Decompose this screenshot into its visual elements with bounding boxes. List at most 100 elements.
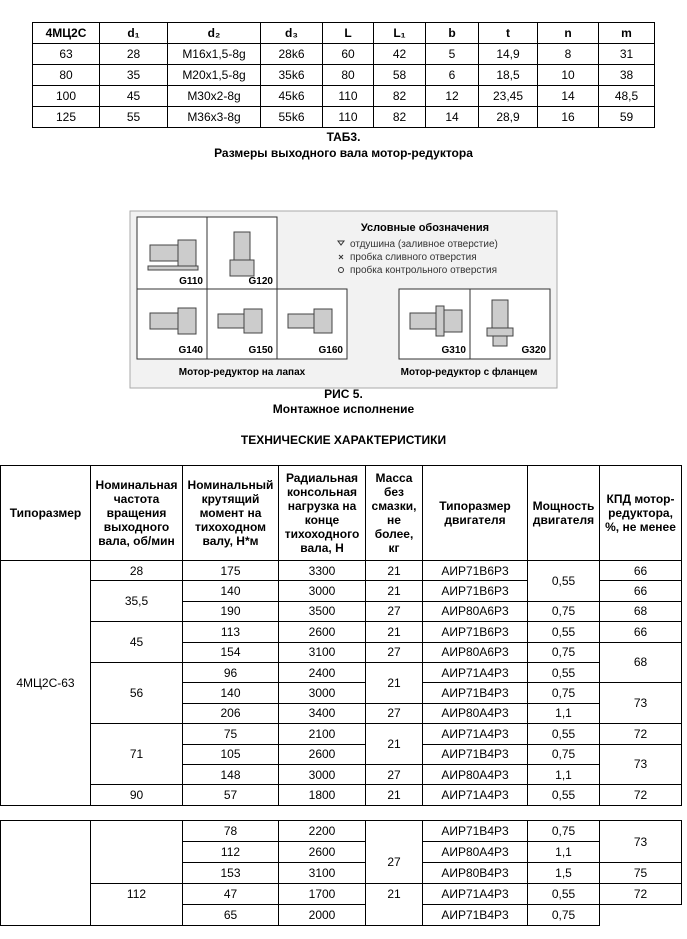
figure-shape: G110 G120 G140 G150 G160 G310 G320 xyxy=(179,276,547,356)
gearmotor-icons xyxy=(147,231,514,347)
table-row: 35,5 140 3000 21 АИР71В6Р3 66 xyxy=(1,580,682,623)
table-row: 140 3000 АИР71В4Р3 0,75 73 xyxy=(1,682,682,725)
table-cell: M16x1,5-8g xyxy=(167,43,261,65)
figure-shape xyxy=(149,312,179,330)
table-cell: 90 xyxy=(90,784,183,806)
figure-shape xyxy=(287,313,315,329)
table-cell: 153 xyxy=(182,862,279,884)
table-row: 148 3000 27 АИР80А4Р3 1,1 xyxy=(1,763,682,786)
table-row: 63 28 M16x1,5-8g 28k6 60 42 5 14,9 8 31 xyxy=(32,43,655,65)
table-cell: АИР80А6Р3 xyxy=(422,600,528,623)
table-cell: 0,75 xyxy=(527,820,600,842)
table-cell: 190 xyxy=(182,600,279,623)
table-cell: 140 xyxy=(182,580,279,602)
header-cell: Номинальная частота вращения выходного в… xyxy=(90,465,183,561)
table-cell: 175 xyxy=(182,559,279,582)
header-cell: Мощность двигателя xyxy=(527,465,600,561)
header-cell: Типоразмер xyxy=(0,465,91,561)
figure-shape xyxy=(443,309,463,333)
table-cell: 0,55 xyxy=(527,784,600,806)
table-cell: 57 xyxy=(182,784,279,806)
figure-shape: отдушина (заливное отверстие) пробка сли… xyxy=(350,239,498,276)
table-cell: АИР80В4Р3 xyxy=(422,862,528,884)
table-cell: 0,75 xyxy=(527,682,600,704)
table-cell: 10 xyxy=(537,64,599,86)
table-row: 100 45 M30x2-8g 45k6 110 82 12 23,45 14 48,5 xyxy=(32,85,655,107)
table-cell: 23,45 xyxy=(478,85,538,107)
table-cell: 75 xyxy=(599,862,682,884)
table-cell: 28 xyxy=(90,559,183,582)
table-cell: 2000 xyxy=(278,904,366,926)
figure-shape xyxy=(177,307,197,335)
table-cell: 112 xyxy=(182,841,279,863)
table-cell: 1,1 xyxy=(527,702,600,725)
figure-shape xyxy=(435,305,445,337)
table-cell: 96 xyxy=(182,661,279,684)
table-caption-title: Размеры выходного вала мотор-редуктора xyxy=(214,146,473,160)
table-cell: 1800 xyxy=(278,784,366,806)
table-cell: 3500 xyxy=(278,600,366,623)
table-cell: 3300 xyxy=(278,559,366,582)
mount-label: G110 xyxy=(179,276,203,287)
table-row: Типоразмер Номинальная частота вращения в… xyxy=(0,465,682,561)
header-cell: Типоразмер двигателя xyxy=(422,465,528,561)
table-cell: 2100 xyxy=(278,723,366,745)
table-row: 112 47 1700 21 АИР71А4Р3 0,55 72 xyxy=(1,883,682,926)
table-cell: 27 xyxy=(365,641,423,663)
table-cell: 56 xyxy=(90,661,183,725)
mount-label: G160 xyxy=(319,345,344,356)
table-cell: АИР71В4Р3 xyxy=(422,820,528,842)
table-cell: 2200 xyxy=(278,820,366,842)
legend-symbol xyxy=(337,240,345,246)
figure-shape xyxy=(149,244,179,262)
shaft-dimensions-table: 4МЦ2С d₁ d₂ d₃ L L₁ b t n m 63 28 M16x1,5-8g 28k6 60 4… xyxy=(32,22,655,128)
figure-title: Монтажное исполнение xyxy=(272,402,415,416)
table-cell: 1,5 xyxy=(527,862,600,884)
mount-label: G310 xyxy=(442,345,467,356)
table-cell: 3100 xyxy=(278,862,366,884)
mount-label: G320 xyxy=(522,345,547,356)
table-cell: 0,75 xyxy=(527,743,600,765)
table-cell xyxy=(90,820,183,884)
figure-shape xyxy=(409,312,437,330)
table-cell: 35k6 xyxy=(260,64,323,86)
table-cell: 35,5 xyxy=(90,580,183,623)
table-cell: 2600 xyxy=(278,841,366,863)
table-row: 125 55 M36x3-8g 55k6 110 82 14 28,9 16 59 xyxy=(32,106,655,128)
table-cell: АИР80А4Р3 xyxy=(422,841,528,863)
mount-label: G150 xyxy=(249,345,274,356)
table-cell: 0,55 xyxy=(527,560,600,602)
table-cell: 72 xyxy=(599,723,682,745)
table-cell: 100 xyxy=(32,85,100,107)
table-row: 80 35 M20x1,5-8g 35k6 80 58 6 18,5 10 38 xyxy=(32,64,655,86)
table-cell: АИР71А4Р3 xyxy=(422,784,528,806)
table-cell: 68 xyxy=(599,600,682,623)
table-cell: 2600 xyxy=(278,621,366,643)
table-cell: 21 xyxy=(365,621,423,643)
figure-shape xyxy=(217,313,245,329)
table-cell: 82 xyxy=(373,106,426,128)
table-row: 90 57 1800 21 АИР71А4Р3 0,55 72 xyxy=(1,784,682,806)
legend-item: пробка контрольного отверстия xyxy=(350,264,497,276)
table-cell: 21 xyxy=(365,580,423,602)
specs-table-continued: 78 2200 27 АИР71В4Р3 0,75 73 112 2600 АИР80А4Р3… xyxy=(0,820,682,926)
table-cell: 3000 xyxy=(278,580,366,602)
mounting-figure: G110 G120 G140 G150 G160 G310 G320 Мотор… xyxy=(129,210,558,389)
table-cell: АИР71В4Р3 xyxy=(422,743,528,765)
table-cell: 66 xyxy=(599,559,682,582)
table-cell: M30x2-8g xyxy=(167,85,261,107)
table-cell: 73 xyxy=(599,743,682,786)
table-row: 112 2600 АИР80А4Р3 1,1 xyxy=(1,841,682,863)
table-cell: 28k6 xyxy=(260,43,323,65)
table-cell: M36x3-8g xyxy=(167,106,261,128)
table-cell: 4МЦ2С-63 xyxy=(0,560,91,806)
table-cell: 73 xyxy=(599,682,682,725)
legend-symbol xyxy=(338,254,344,260)
table-cell: 2400 xyxy=(278,661,366,684)
table-cell: 0,55 xyxy=(527,621,600,643)
table-cell: АИР80А4Р3 xyxy=(422,763,528,786)
figure-shape xyxy=(233,231,251,261)
table-cell: 148 xyxy=(182,763,279,786)
table-cell: 140 xyxy=(182,682,279,704)
